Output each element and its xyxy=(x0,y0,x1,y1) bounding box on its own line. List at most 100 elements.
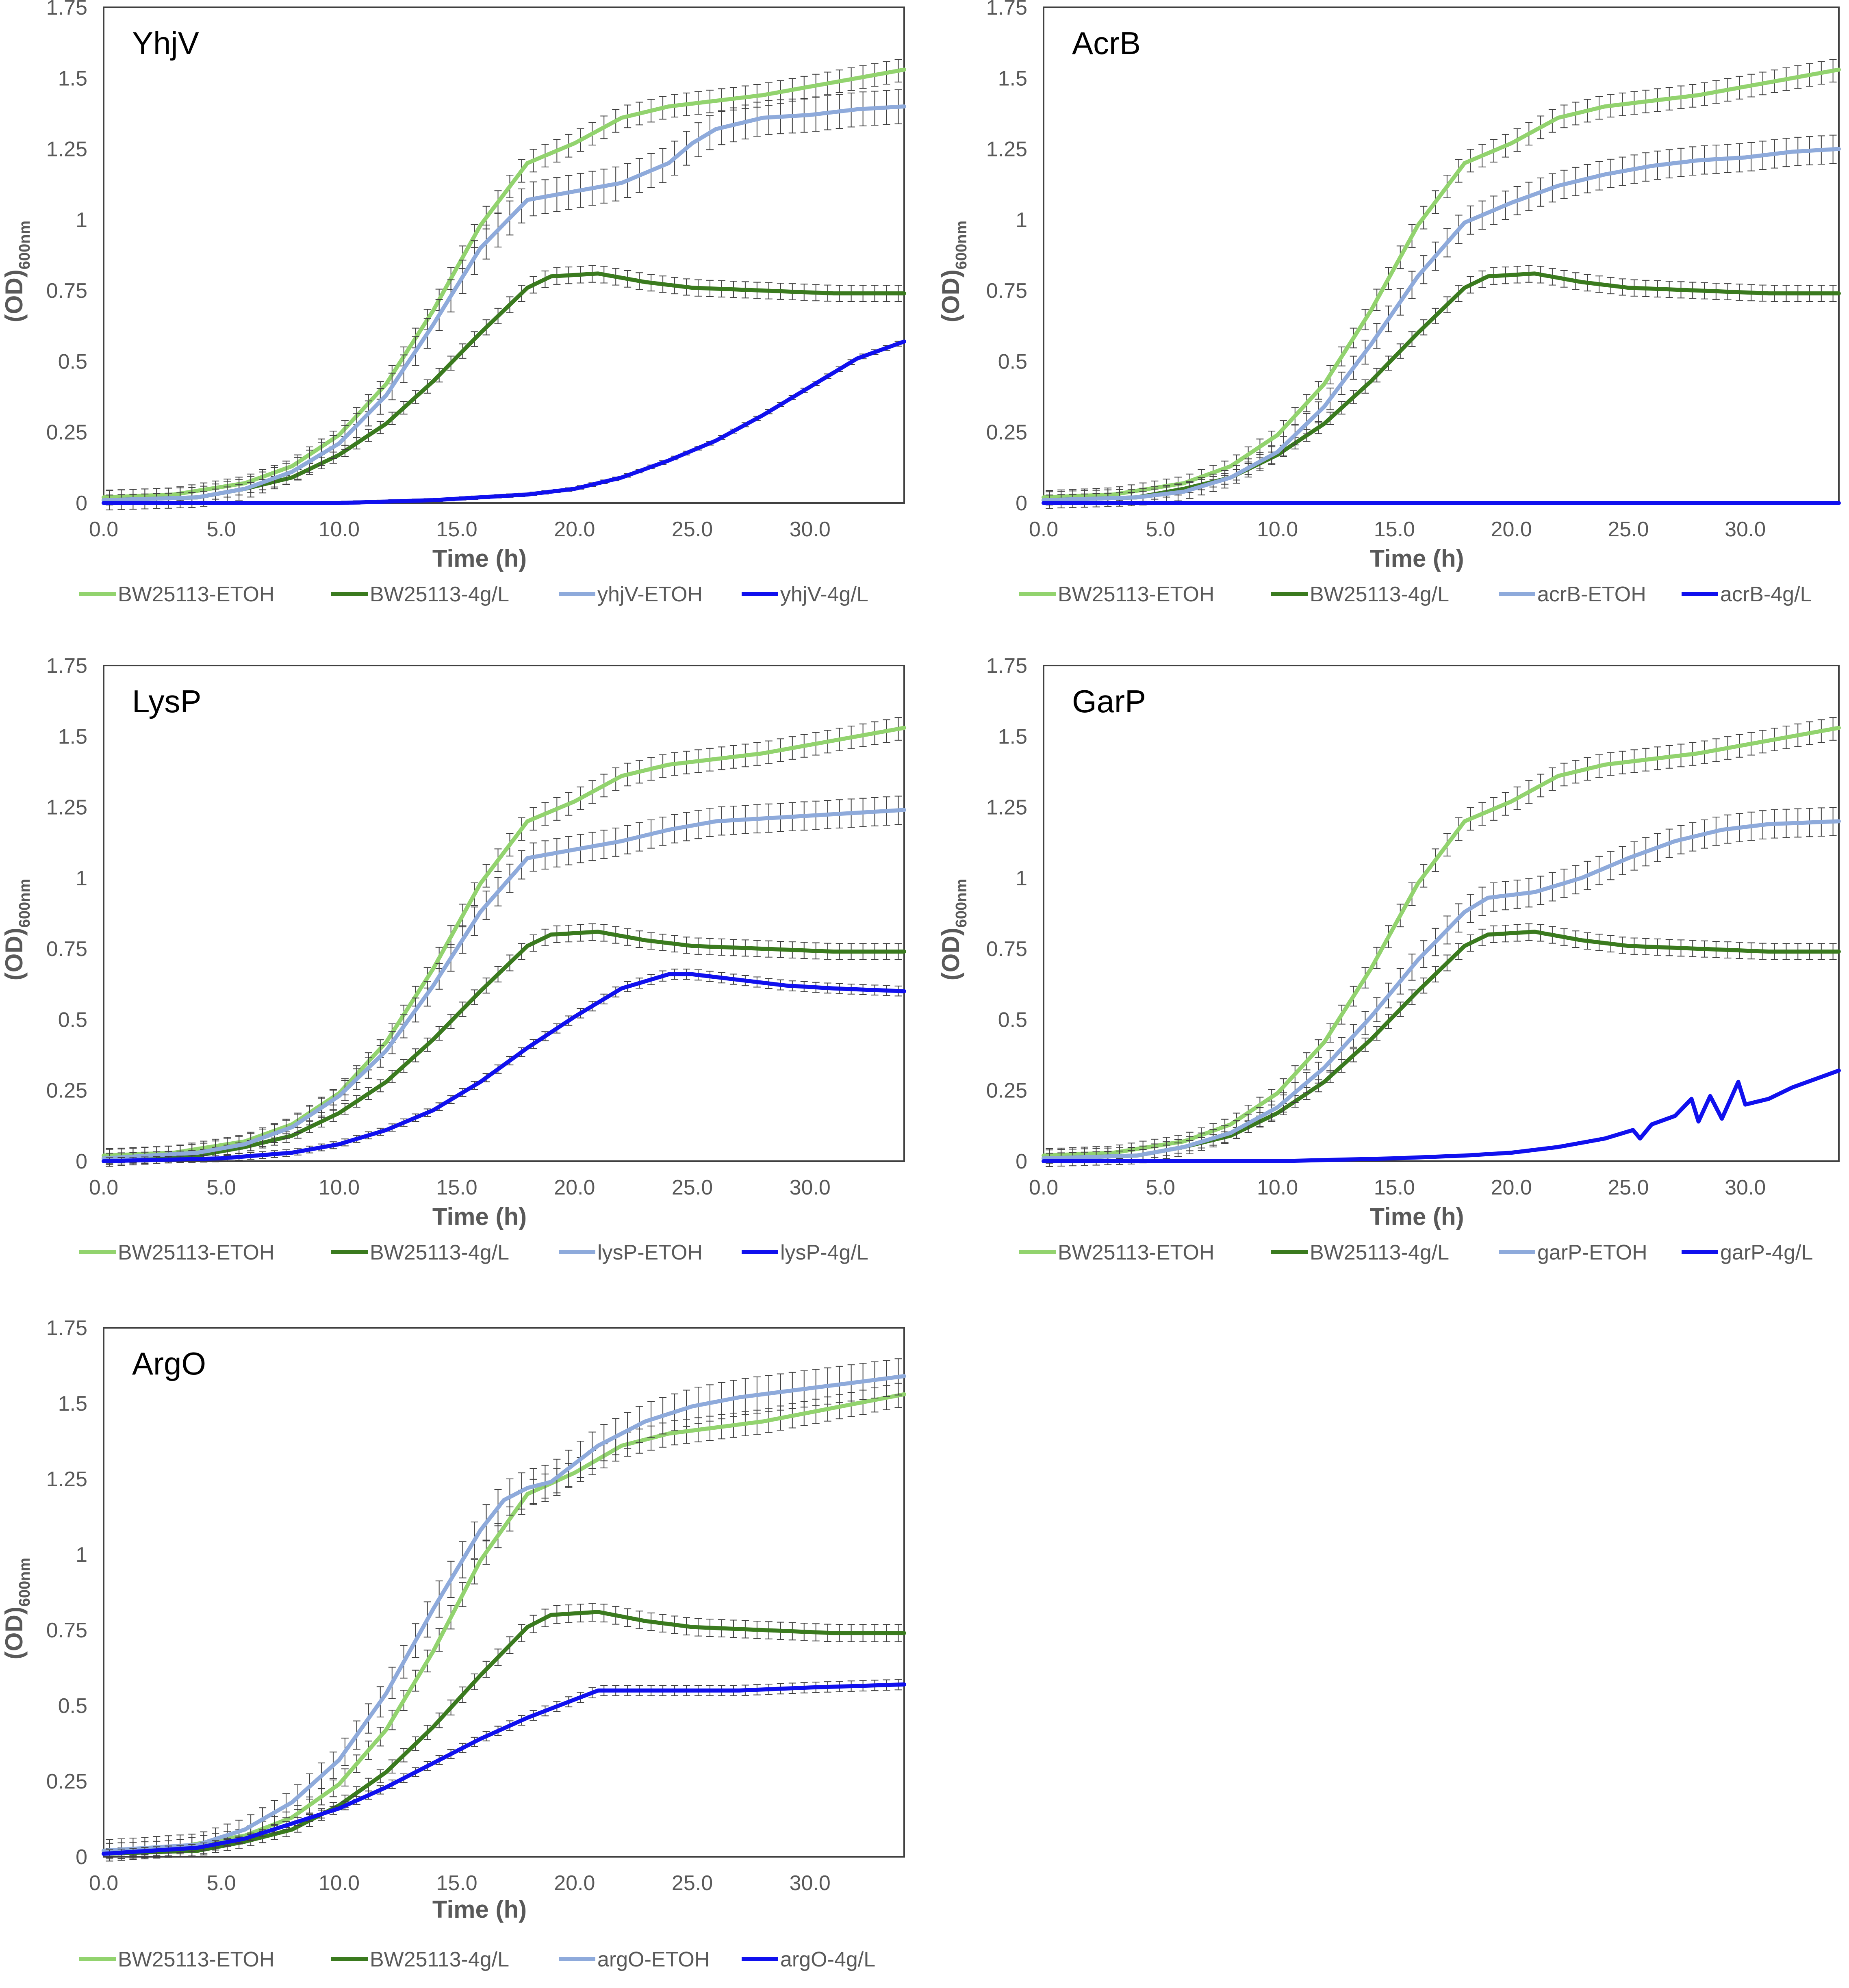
series-bw25113-4g-l xyxy=(1042,923,1841,1164)
x-tick-label: 15.0 xyxy=(436,1871,477,1895)
legend-item: BW25113-ETOH xyxy=(79,1948,274,1971)
x-tick-label: 15.0 xyxy=(436,1176,477,1199)
legend-item: argO-4g/L xyxy=(742,1948,875,1971)
chart-panel-acrb: 0 0.25 0.5 0.75 1 1.25 1.5 1.75 0.0 5.0 10.0 15.0 20… xyxy=(937,0,1841,606)
legend-item: lysP-ETOH xyxy=(559,1241,703,1264)
y-tick-label: 0 xyxy=(76,492,87,515)
x-tick-label: 30.0 xyxy=(790,1871,831,1895)
legend-item: BW25113-4g/L xyxy=(331,583,509,606)
legend-item: lysP-4g/L xyxy=(742,1241,868,1264)
legend-label: BW25113-ETOH xyxy=(118,1948,274,1971)
y-axis-label: (OD)600nm xyxy=(937,879,970,980)
series-line xyxy=(102,1610,906,1856)
chart-panel-garp: 0 0.25 0.5 0.75 1 1.25 1.5 1.75 0.0 5.0 10.0 15.0 20… xyxy=(937,654,1841,1264)
x-tick-label: 25.0 xyxy=(672,518,713,541)
panel-title: YhjV xyxy=(132,25,199,61)
y-tick-label: 0.25 xyxy=(46,1079,87,1103)
x-tick-label: 20.0 xyxy=(1491,1176,1532,1199)
plot-area-frame xyxy=(103,7,905,504)
y-tick-label: 1.5 xyxy=(58,725,87,748)
series-line xyxy=(1042,147,1841,502)
legend-label: argO-ETOH xyxy=(597,1948,710,1971)
series-line xyxy=(1042,1068,1841,1163)
legend-item: argO-ETOH xyxy=(559,1948,710,1971)
legend-item: yhjV-4g/L xyxy=(742,583,868,606)
legend: BW25113-ETOH BW25113-4g/L argO-ETOH argO-4g… xyxy=(79,1948,875,1971)
series-line xyxy=(1042,930,1841,1160)
series-line xyxy=(102,930,906,1160)
legend-label: BW25113-ETOH xyxy=(1058,1241,1214,1264)
legend-item: BW25113-ETOH xyxy=(1019,583,1214,606)
x-tick-label: 20.0 xyxy=(554,518,595,541)
legend-label: garP-ETOH xyxy=(1537,1241,1647,1264)
series-yhjv-etoh xyxy=(102,89,906,511)
chart-panel-lysp: 0 0.25 0.5 0.75 1 1.25 1.5 1.75 0.0 5.0 10.0 15.0 20… xyxy=(0,654,906,1264)
series-line xyxy=(1042,271,1841,502)
legend-item: BW25113-ETOH xyxy=(79,1241,274,1264)
y-tick-label: 0.5 xyxy=(998,1008,1027,1032)
legend-item: BW25113-4g/L xyxy=(1271,1241,1449,1264)
x-tick-label: 0.0 xyxy=(89,1176,118,1199)
series-line xyxy=(102,339,906,505)
series-line xyxy=(102,1392,906,1853)
y-axis-label: (OD)600nm xyxy=(0,1558,33,1659)
y-tick-label: 0.25 xyxy=(46,1770,87,1793)
legend-label: acrB-ETOH xyxy=(1537,583,1646,606)
panel-title: LysP xyxy=(132,683,202,719)
y-tick-label: 1.75 xyxy=(986,654,1027,678)
x-tick-label: 20.0 xyxy=(554,1176,595,1199)
legend-item: BW25113-ETOH xyxy=(1019,1241,1214,1264)
legend: BW25113-ETOH BW25113-4g/L garP-ETOH garP-4g… xyxy=(1019,1241,1813,1264)
x-tick-label: 10.0 xyxy=(1257,1176,1298,1199)
y-tick-label: 1.25 xyxy=(986,796,1027,819)
x-tick-label: 20.0 xyxy=(1491,518,1532,541)
y-tick-label: 1.75 xyxy=(986,0,1027,20)
x-tick-label: 10.0 xyxy=(319,1871,360,1895)
x-tick-label: 5.0 xyxy=(207,518,236,541)
x-tick-label: 0.0 xyxy=(89,1871,118,1895)
series-yhjv-4g-l xyxy=(102,339,906,505)
series-garp-4g-l xyxy=(1042,1068,1841,1163)
series-argo-4g-l xyxy=(102,1679,906,1858)
legend-item: BW25113-4g/L xyxy=(331,1948,509,1971)
x-tick-label: 5.0 xyxy=(207,1871,236,1895)
legend-label: yhjV-4g/L xyxy=(780,583,868,606)
y-tick-label: 1.75 xyxy=(46,0,87,20)
series-bw25113-etoh xyxy=(102,1383,906,1858)
series-bw25113-etoh xyxy=(1042,59,1841,504)
x-tick-label: 25.0 xyxy=(1608,518,1649,541)
plot-area-frame xyxy=(1043,665,1840,1162)
x-tick-label: 30.0 xyxy=(1725,518,1766,541)
legend-label: lysP-ETOH xyxy=(597,1241,703,1264)
y-tick-label: 0.5 xyxy=(58,1694,87,1718)
legend-label: BW25113-4g/L xyxy=(370,1241,509,1264)
series-line xyxy=(102,104,906,502)
legend-label: BW25113-4g/L xyxy=(1310,583,1449,606)
legend: BW25113-ETOH BW25113-4g/L acrB-ETOH acrB-4g… xyxy=(1019,583,1812,606)
panel-title: GarP xyxy=(1072,683,1146,719)
plot-area-frame xyxy=(1043,7,1840,504)
y-tick-label: 1 xyxy=(1016,867,1027,890)
x-axis-label: Time (h) xyxy=(1369,1203,1464,1230)
x-axis-label: Time (h) xyxy=(432,1203,527,1230)
y-tick-label: 1.75 xyxy=(46,1316,87,1340)
series-line xyxy=(102,972,906,1163)
series-bw25113-etoh xyxy=(102,717,906,1162)
series-line xyxy=(102,808,906,1160)
legend-label: BW25113-4g/L xyxy=(370,1948,509,1971)
series-line xyxy=(1042,67,1841,500)
series-garp-etoh xyxy=(1042,807,1841,1167)
legend-item: acrB-ETOH xyxy=(1499,583,1646,606)
x-tick-label: 5.0 xyxy=(1146,1176,1175,1199)
x-tick-label: 30.0 xyxy=(790,1176,831,1199)
series-bw25113-etoh xyxy=(102,59,906,504)
legend-label: BW25113-ETOH xyxy=(118,583,274,606)
y-tick-label: 0.75 xyxy=(46,937,87,961)
y-tick-label: 1.25 xyxy=(46,1468,87,1491)
x-tick-label: 0.0 xyxy=(1029,518,1058,541)
x-tick-label: 10.0 xyxy=(1257,518,1298,541)
y-tick-label: 1.75 xyxy=(46,654,87,678)
y-tick-label: 0.75 xyxy=(986,937,1027,961)
y-tick-label: 0.5 xyxy=(998,350,1027,373)
y-tick-label: 1 xyxy=(1016,208,1027,232)
